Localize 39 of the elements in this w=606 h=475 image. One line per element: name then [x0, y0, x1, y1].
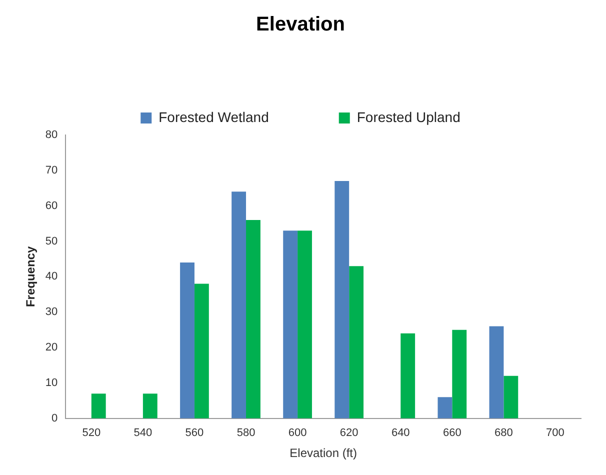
x-tick-label: 540: [134, 427, 152, 440]
bar: [504, 376, 518, 418]
bar: [232, 192, 246, 418]
y-tick-label: 30: [45, 306, 58, 318]
bar: [298, 230, 312, 418]
chart-title: Elevation: [256, 14, 345, 36]
bar: [91, 394, 106, 418]
bar: [334, 181, 350, 418]
y-tick-label: 60: [45, 200, 58, 212]
y-tick-label: 20: [45, 342, 58, 354]
x-tick-label: 560: [185, 427, 204, 440]
x-tick-label: 640: [391, 427, 410, 440]
y-tick-label: 40: [45, 270, 58, 283]
y-tick-label: 10: [45, 377, 58, 390]
bar: [246, 220, 260, 418]
legend-label: Forested Upland: [356, 108, 460, 125]
bar: [452, 330, 467, 418]
y-axis-title: Frequency: [24, 246, 38, 308]
bar: [438, 397, 452, 418]
bar: [142, 394, 158, 418]
x-tick-label: 660: [442, 427, 462, 440]
bar: [180, 262, 194, 418]
y-tick-label: 0: [52, 412, 58, 424]
x-tick-label: 680: [494, 427, 513, 440]
x-tick-label: 520: [82, 427, 101, 440]
legend-label: Forested Wetland: [158, 108, 269, 125]
bar: [349, 266, 364, 418]
x-tick-label: 600: [288, 427, 307, 440]
bar: [489, 326, 504, 418]
x-tick-label: 580: [236, 427, 256, 440]
bar: [194, 284, 209, 418]
bar: [283, 230, 298, 418]
y-tick-label: 70: [45, 164, 58, 176]
x-tick-label: 620: [340, 427, 358, 440]
x-axis-title: Elevation (ft): [290, 446, 357, 460]
x-tick-label: 700: [546, 427, 564, 440]
y-tick-label: 80: [45, 129, 58, 142]
bar: [400, 333, 416, 418]
y-tick-label: 50: [45, 235, 58, 248]
